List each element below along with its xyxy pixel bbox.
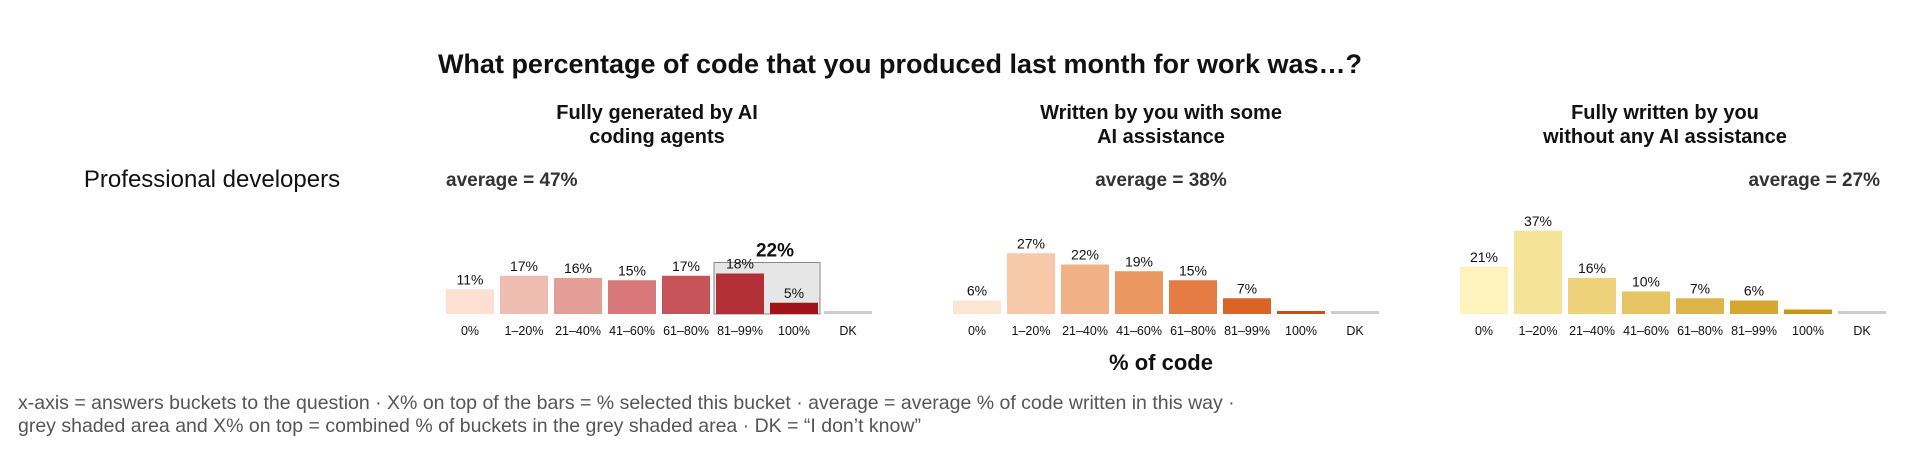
bar	[1277, 311, 1325, 314]
bar	[608, 280, 656, 314]
bar	[1514, 230, 1562, 314]
bar-value-label: 11%	[457, 271, 484, 287]
bar-value-label: 15%	[1179, 262, 1207, 278]
combined-label: 22%	[756, 241, 794, 262]
panel-title: Fully written by you	[1571, 102, 1759, 124]
bar	[662, 275, 710, 314]
bar-value-label: 21%	[1470, 249, 1498, 265]
x-axis-label: % of code	[1109, 350, 1213, 375]
x-tick-label: 61–80%	[1170, 324, 1216, 338]
panel-title: Written by you with some	[1040, 102, 1282, 124]
x-tick-label: 41–60%	[1623, 324, 1669, 338]
bar-value-label: 7%	[1690, 280, 1710, 296]
bar-value-label: 17%	[510, 258, 538, 274]
x-tick-label: DK	[1853, 324, 1871, 338]
bar-value-label: 17%	[672, 258, 700, 274]
bar-value-label: 5%	[784, 285, 804, 301]
bar-value-label: 6%	[1744, 283, 1764, 299]
x-tick-label: 21–40%	[1062, 324, 1108, 338]
x-tick-label: 41–60%	[1116, 324, 1162, 338]
bar-value-label: 7%	[1237, 280, 1257, 296]
panel-title: coding agents	[589, 126, 725, 148]
bar-value-label: 16%	[1578, 260, 1606, 276]
x-tick-label: 0%	[461, 324, 479, 338]
average-label: average = 27%	[1748, 170, 1880, 191]
average-label: average = 38%	[1095, 170, 1227, 191]
bar	[1784, 309, 1832, 314]
caption-line-2: grey shaded area and X% on top = combine…	[18, 415, 921, 437]
x-tick-label: 41–60%	[609, 324, 655, 338]
bar-value-label: 15%	[618, 262, 646, 278]
x-tick-label: 0%	[1475, 324, 1493, 338]
x-tick-label: 81–99%	[1731, 324, 1777, 338]
bar	[446, 289, 494, 314]
chart-title: What percentage of code that you produce…	[438, 49, 1362, 79]
bar	[1331, 311, 1379, 314]
bar	[1460, 266, 1508, 314]
bar-value-label: 27%	[1017, 235, 1045, 251]
bar-value-label: 37%	[1524, 213, 1552, 229]
bar	[824, 311, 872, 314]
panel-title: Fully generated by AI	[556, 102, 758, 124]
x-tick-label: 61–80%	[663, 324, 709, 338]
x-tick-label: 1–20%	[1519, 324, 1558, 338]
bar-value-label: 16%	[564, 260, 592, 276]
panel-title: without any AI assistance	[1542, 126, 1787, 148]
x-tick-label: 100%	[1285, 324, 1317, 338]
x-tick-label: 81–99%	[1224, 324, 1270, 338]
bar	[1676, 298, 1724, 314]
x-tick-label: 100%	[1792, 324, 1824, 338]
caption-line-1: x-axis = answers buckets to the question…	[18, 392, 1235, 414]
bar	[1061, 264, 1109, 314]
x-tick-label: 1–20%	[505, 324, 544, 338]
bar	[554, 278, 602, 314]
x-tick-label: 21–40%	[555, 324, 601, 338]
average-label: average = 47%	[446, 170, 578, 191]
bar	[1838, 311, 1886, 314]
x-tick-label: 1–20%	[1012, 324, 1051, 338]
bar	[1622, 291, 1670, 314]
x-tick-label: DK	[839, 324, 857, 338]
bar	[1169, 280, 1217, 314]
bar-value-label: 22%	[1071, 247, 1099, 263]
x-tick-label: 100%	[778, 324, 810, 338]
bar	[1730, 300, 1778, 314]
x-tick-label: 0%	[968, 324, 986, 338]
bar	[500, 275, 548, 314]
bar-value-label: 18%	[726, 256, 754, 272]
bar	[1007, 253, 1055, 314]
bar	[1568, 278, 1616, 314]
x-tick-label: DK	[1346, 324, 1364, 338]
bar-value-label: 10%	[1632, 274, 1660, 290]
panel-title: AI assistance	[1097, 126, 1225, 148]
bar	[770, 302, 818, 314]
bar-value-label: 6%	[967, 283, 987, 299]
x-tick-label: 61–80%	[1677, 324, 1723, 338]
bar	[1115, 271, 1163, 314]
row-label: Professional developers	[84, 166, 340, 193]
x-tick-label: 81–99%	[717, 324, 763, 338]
bar	[953, 300, 1001, 314]
x-tick-label: 21–40%	[1569, 324, 1615, 338]
bar-value-label: 19%	[1125, 253, 1153, 269]
bar	[1223, 298, 1271, 314]
bar	[716, 273, 764, 314]
